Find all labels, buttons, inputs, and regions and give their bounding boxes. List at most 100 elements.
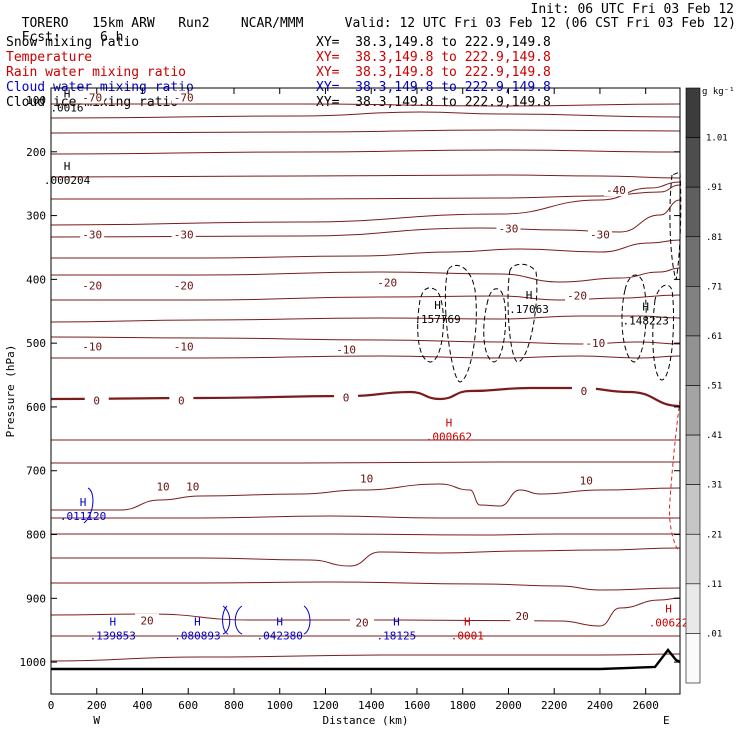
- header-fcst: Fcst: 6 h: [6, 17, 124, 45]
- cloud-ice-contour: [621, 274, 647, 363]
- x-tick-label: 600: [178, 699, 198, 712]
- contour-label: 10: [580, 474, 593, 487]
- x-tick-label: 1400: [358, 699, 385, 712]
- isotherm-line: [51, 461, 680, 464]
- colorbar-segment: [685, 335, 701, 386]
- field-label: Temperature: [6, 50, 93, 65]
- maximum-marker: H: [64, 160, 71, 173]
- cloud-water-contour: [83, 487, 94, 524]
- east-label: E: [663, 714, 670, 727]
- colorbar-segment: [685, 87, 701, 138]
- isotherm-line: [50, 597, 681, 627]
- contour-label: 10: [156, 481, 169, 494]
- y-tick-label: 600: [26, 401, 46, 414]
- contour-label-bg: [80, 278, 105, 292]
- contour-label-bg: [375, 275, 400, 289]
- maximum-value: .011120: [60, 510, 106, 523]
- contour-label-bg: [171, 278, 196, 292]
- fcst-label: Fcst:: [21, 30, 61, 45]
- contour-label: 0: [343, 391, 350, 404]
- west-label: W: [93, 714, 100, 727]
- isotherm-line: [50, 267, 681, 283]
- maximum-marker: H: [393, 615, 400, 628]
- temperature-contours: [50, 103, 681, 662]
- contour-label-bg: [171, 339, 196, 353]
- isotherm-line: [50, 336, 681, 345]
- plot-frame: [50, 87, 681, 695]
- maximum-value: .000662: [426, 430, 472, 443]
- isotherm-line: [51, 355, 681, 359]
- isotherm-line: [51, 483, 681, 511]
- contour-label-bg: [80, 227, 105, 241]
- colorbar-unit: g kg⁻¹: [702, 87, 735, 97]
- isotherm-line: [50, 533, 680, 536]
- header-init: Init: 06 UTC Fri 03 Feb 12: [530, 2, 735, 17]
- contour-label-bg: [603, 183, 628, 197]
- colorbar-segment: [685, 583, 701, 634]
- contour-label-bg: [171, 90, 196, 104]
- model-run: Run2: [178, 16, 210, 31]
- x-tick-label: 800: [224, 699, 244, 712]
- contour-label: -40: [606, 184, 626, 197]
- colorbar-segment: [685, 286, 701, 337]
- y-tick-label: 200: [26, 146, 46, 159]
- cloud-ice-contour: [483, 288, 507, 363]
- x-tick-label: 1200: [312, 699, 339, 712]
- cloud-water-contour: [222, 605, 231, 635]
- contour-label-bg: [334, 390, 359, 404]
- model-resolution: 15km ARW: [92, 16, 155, 31]
- contour-label-bg: [565, 288, 590, 302]
- x-tick-label: 2400: [587, 699, 614, 712]
- maximum-marker: H: [446, 416, 453, 429]
- colorbar-segment: [685, 186, 701, 238]
- x-tick-label: 2200: [541, 699, 568, 712]
- contour-label-bg: [135, 613, 160, 627]
- colorbar-segment: [685, 385, 701, 436]
- contour-label-bg: [334, 342, 359, 356]
- maximum-marker: H: [80, 496, 87, 509]
- x-tick-label: 0: [48, 699, 55, 712]
- contour-label: 0: [93, 395, 100, 408]
- colorbar-label: .91: [706, 183, 722, 193]
- isotherm-line: [50, 315, 681, 323]
- contour-label-bg: [587, 227, 612, 241]
- colorbar-label: .11: [706, 580, 722, 590]
- colorbar-label: 1.01: [706, 134, 728, 144]
- maximum-value: .157769: [414, 313, 460, 326]
- contour-label: -10: [585, 337, 605, 350]
- contour-label: 20: [140, 615, 153, 628]
- y-tick-label: 400: [26, 273, 46, 286]
- colorbar-label: .81: [706, 233, 722, 243]
- isotherm-line: [51, 184, 681, 200]
- maximum-marker: H: [642, 300, 649, 313]
- cloud-ice-contour: [652, 284, 674, 381]
- contour-label: -70: [174, 92, 194, 105]
- field-xy: XY= 38.3,149.8 to 222.9,149.8: [316, 35, 551, 50]
- maximum-marker: H: [526, 289, 533, 302]
- isotherm-line: [50, 129, 681, 134]
- maximum-marker: H: [464, 615, 471, 628]
- x-axis-title: Distance (km): [322, 714, 408, 727]
- colorbar-segment: [685, 236, 701, 287]
- field-label: Snow mixing ratio: [6, 35, 140, 50]
- cloud-water-contour: [222, 605, 229, 635]
- maximum-value: .139853: [90, 629, 136, 642]
- contour-label: -20: [377, 277, 397, 290]
- isotherm-line: [51, 515, 680, 519]
- colorbar-label: .01: [706, 629, 722, 639]
- isotherm-line: [50, 103, 681, 107]
- y-tick-label: 300: [26, 210, 46, 223]
- rain-water-contour: [669, 399, 681, 551]
- contour-label: 20: [516, 610, 529, 623]
- y-axis-title: Pressure (hPa): [4, 345, 17, 438]
- model-name: TORERO: [21, 16, 69, 31]
- contour-label: -30: [82, 229, 102, 242]
- contour-label-bg: [169, 393, 194, 407]
- contour-label: -30: [499, 222, 519, 235]
- field-xy: XY= 38.3,149.8 to 222.9,149.8: [316, 65, 551, 80]
- contour-label-bg: [80, 90, 105, 104]
- maximum-value: .0001: [451, 629, 484, 642]
- contour-label-bg: [84, 393, 109, 407]
- terrain: [51, 648, 681, 671]
